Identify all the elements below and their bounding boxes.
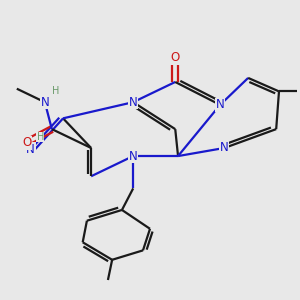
Text: N: N	[220, 142, 229, 154]
Text: H: H	[37, 132, 44, 142]
Text: N: N	[129, 96, 137, 109]
Text: N: N	[216, 98, 224, 111]
Text: O: O	[171, 51, 180, 64]
Text: H: H	[52, 86, 59, 96]
Text: N: N	[26, 143, 35, 156]
Text: N: N	[40, 96, 49, 109]
Text: N: N	[129, 150, 137, 163]
Text: O: O	[22, 136, 31, 149]
